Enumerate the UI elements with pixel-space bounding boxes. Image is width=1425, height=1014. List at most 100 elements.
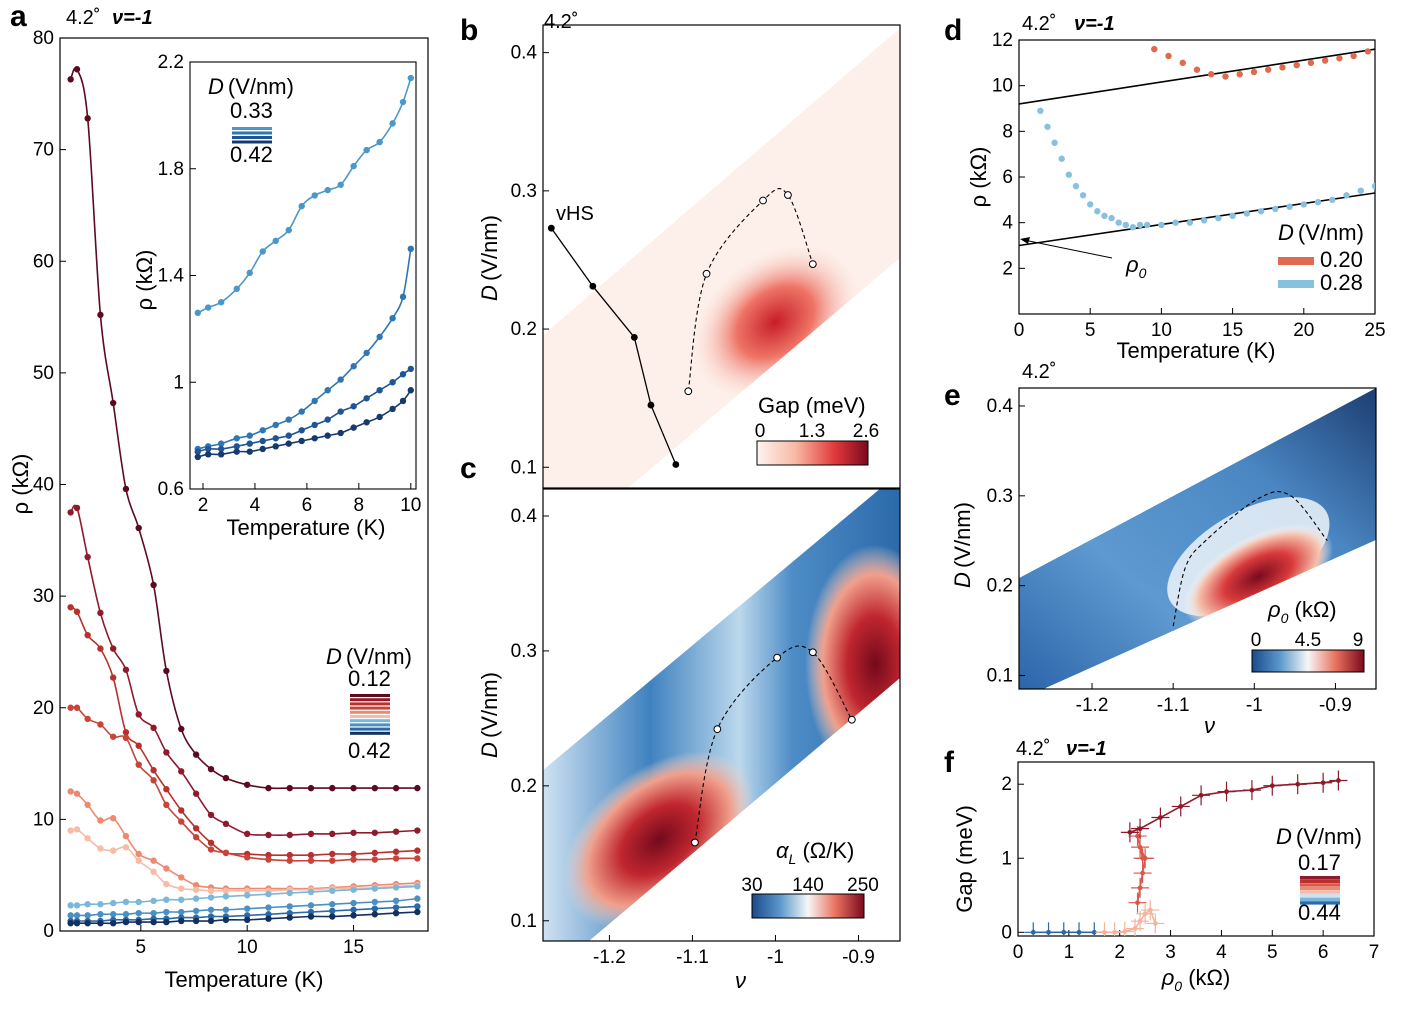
panel-c-cbar-sub: L [789, 851, 797, 867]
inset-point-2-9 [311, 421, 318, 429]
panel-a-point-2-15 [286, 851, 293, 859]
inset-point-0-14 [376, 138, 383, 146]
panel-a-filling: ν=-1 [112, 7, 153, 29]
panel-d-arrow-line [1023, 239, 1113, 259]
inset-point-2-12 [350, 403, 357, 410]
panel-b-boundary-point-4 [808, 260, 817, 269]
panel-b-cbar-tick-2: 2.6 [853, 421, 879, 442]
inset-point-0-1 [204, 304, 212, 311]
panel-a-point-1-11 [207, 811, 215, 819]
inset-point-3-11 [337, 429, 344, 437]
panel-a-fit-9 [70, 911, 418, 925]
panel-f-point-3-10 [1336, 778, 1341, 783]
panel-e-cbar-tick-1: 4.5 [1295, 630, 1321, 651]
panel-a-point-6-9 [178, 896, 185, 903]
panel-a-point-0-19 [371, 784, 379, 792]
inset-xtick-label-1: 4 [250, 495, 261, 516]
inset-xtick-label-0: 2 [198, 495, 209, 516]
panel-b-ytick-label-1: 0.2 [511, 319, 537, 340]
panel-f-point-3-4 [1198, 792, 1204, 798]
panel-d-legend-label-0: 0.20 [1320, 247, 1363, 272]
panel-e-colorbar [1251, 649, 1365, 673]
panel-b: b 4.2˚ 0.1 0.2 0.3 0.4 D(V/nm) vHS Gap (meV… [460, 11, 901, 489]
panel-a-point-7-15 [286, 903, 293, 910]
panel-a-xlabel: Temperature (K) [165, 967, 324, 992]
inset-legend-bar-2 [232, 136, 272, 139]
panel-c-xtick-label-2: -1 [767, 947, 784, 968]
panel-d-point-1-23 [1257, 208, 1265, 215]
panel-a-point-6-19 [371, 885, 379, 892]
panel-a-ytick-label-3: 30 [33, 586, 54, 607]
panel-a-point-0-17 [329, 784, 336, 792]
inset-point-0-8 [298, 202, 305, 210]
panel-a-point-7-3 [97, 911, 104, 918]
panel-f-point-0-1 [1046, 929, 1051, 935]
panel-b-boundary-point-3 [784, 191, 792, 199]
panel-a-legend-bar-1 [350, 698, 390, 702]
panel-d-legend-title: D (V/nm) [1278, 220, 1364, 245]
panel-a-point-7-10 [192, 907, 200, 915]
inset-point-2-13 [363, 395, 370, 402]
panel-a-point-7-19 [371, 898, 379, 906]
panel-d-point-0-1 [1165, 52, 1172, 60]
inset-legend-bar-3 [232, 140, 272, 144]
panel-f-point-1-1 [1112, 929, 1118, 935]
panel-a-point-6-15 [286, 889, 293, 897]
panel-a-point-4-8 [163, 865, 170, 872]
panel-a-point-2-9 [178, 807, 185, 814]
panel-d-xtick-label-3: 15 [1222, 320, 1243, 341]
inset-xtick-label-2: 6 [302, 495, 313, 516]
panel-f-legend-bar-5 [1300, 894, 1340, 898]
panel-a-point-0-3 [97, 311, 104, 319]
panel-a-point-7-13 [243, 905, 251, 912]
inset-frame [189, 61, 417, 490]
panel-a-point-2-11 [207, 839, 215, 847]
panel-a-ytick-label-2: 20 [33, 698, 54, 719]
panel-a-fit-6 [70, 885, 418, 907]
inset-point-1-15 [389, 315, 396, 322]
panel-a-point-3-5 [122, 734, 130, 742]
panel-a-point-0-10 [192, 751, 200, 758]
inset-point-0-7 [285, 226, 292, 234]
inset-ytick-label-4: 2.2 [158, 52, 184, 73]
panel-a-point-0-2 [84, 115, 91, 122]
panel-a-fit-7 [70, 897, 418, 917]
panel-a-point-3-19 [371, 856, 379, 863]
panel-d-label: d [944, 14, 962, 47]
panel-f-legend-bar-0 [1300, 876, 1340, 880]
panel-a-point-3-9 [178, 818, 185, 825]
panel-a-point-1-6 [135, 711, 142, 718]
panel-c-xlabel: ν [735, 968, 746, 993]
panel-a-point-2-8 [163, 786, 170, 793]
panel-d-point-0-3 [1193, 66, 1201, 73]
panel-a-xtick-label-2: 15 [343, 937, 364, 958]
inset-point-2-3 [233, 443, 240, 450]
panel-c-mask-top [543, 489, 880, 770]
panel-b-colorbar-title: Gap (meV) [758, 393, 866, 418]
panel-a-legend-bar-0 [350, 694, 390, 697]
panel-a-point-6-21 [414, 883, 421, 890]
panel-a-point-9-7 [150, 918, 157, 926]
panel-a-point-5-4 [109, 847, 117, 854]
panel-f-legend-bar-4 [1300, 890, 1340, 894]
panel-e: e 4.2˚ 0.1 0.2 0.3 0.4 -1.2 -1.1 -1 -0.9 D(V/n… [944, 361, 1377, 738]
panel-a-fit-5 [70, 828, 418, 892]
panel-f-point-3-9 [1320, 780, 1326, 786]
inset-point-1-9 [311, 397, 318, 405]
panel-d-point-1-7 [1087, 201, 1094, 208]
panel-b-cbar-tick-1: 1.3 [799, 421, 825, 442]
inset-point-3-0 [194, 453, 201, 461]
inset-ytick-label-3: 1.8 [158, 159, 184, 180]
panel-a-ylabel: ρ (kΩ) [8, 454, 33, 515]
panel-b-angle: 4.2˚ [544, 11, 578, 33]
panel-f-point-0-2 [1061, 929, 1067, 935]
panel-a-point-2-0 [67, 604, 74, 611]
panel-a-point-6-5 [122, 898, 130, 906]
panel-a-point-9-21 [414, 908, 421, 916]
panel-d-point-1-10 [1108, 214, 1115, 222]
panel-f-point-2-6 [1140, 855, 1145, 861]
inset-ylabel: ρ (kΩ) [132, 250, 157, 311]
panel-c-boundary-point-2 [773, 653, 782, 662]
panel-e-xtick-label-0: -1.2 [1076, 695, 1109, 716]
panel-a-point-2-19 [371, 849, 379, 857]
